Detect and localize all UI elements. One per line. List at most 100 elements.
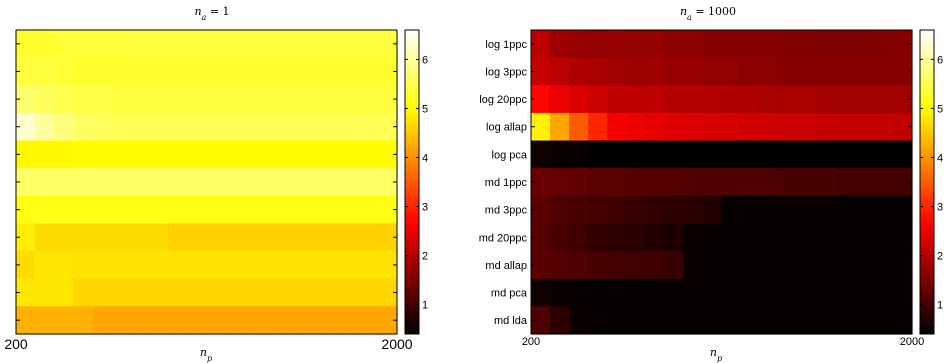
right-heatmap-cell bbox=[664, 168, 684, 197]
left-heatmap-cell bbox=[92, 223, 112, 252]
right-heatmap-cell bbox=[778, 57, 799, 86]
left-heatmap-cell bbox=[320, 223, 341, 252]
left-heatmap-cell bbox=[282, 223, 303, 252]
right-heatmap-cell bbox=[721, 112, 742, 142]
right-heatmap-cell bbox=[626, 251, 646, 280]
left-heatmap-cell bbox=[130, 112, 150, 142]
left-heatmap-cell bbox=[111, 140, 131, 169]
left-heatmap-cell bbox=[149, 251, 169, 280]
left-heatmap-cell bbox=[149, 140, 169, 169]
left-heatmap-cell bbox=[149, 30, 169, 59]
left-heatmap-cell bbox=[187, 85, 208, 114]
left-heatmap-cell bbox=[35, 251, 55, 280]
left-heatmap-cell bbox=[263, 57, 284, 86]
left-heatmap-cell bbox=[35, 306, 55, 335]
right-heatmap-cell bbox=[664, 112, 684, 142]
right-heatmap-cell bbox=[835, 30, 856, 59]
right-colorbar-tick-label: 2 bbox=[937, 251, 943, 263]
left-heatmap-cell bbox=[130, 140, 150, 169]
right-heatmap-cell bbox=[892, 278, 913, 307]
left-heatmap-cell bbox=[187, 251, 208, 280]
right-heatmap-cell bbox=[797, 306, 818, 335]
right-heatmap-cell bbox=[683, 306, 704, 335]
left-panel: na = 1 200 2000 np bbox=[4, 5, 412, 363]
left-heatmap-cell bbox=[377, 112, 398, 142]
right-heatmap-cell bbox=[550, 251, 570, 280]
right-heatmap-cell bbox=[569, 112, 589, 142]
right-heatmap-cell bbox=[702, 30, 723, 59]
right-heatmap-cell bbox=[664, 278, 684, 307]
right-heatmap-cell bbox=[816, 306, 837, 335]
left-heatmap-cell bbox=[339, 195, 360, 225]
left-heatmap-cell bbox=[339, 112, 360, 142]
left-heatmap-cell bbox=[187, 30, 208, 59]
left-heatmap-cell bbox=[244, 251, 265, 280]
left-heatmap-cell bbox=[320, 168, 341, 197]
right-x-tick-label-end: 2000 bbox=[900, 336, 924, 348]
left-heatmap-cell bbox=[206, 195, 227, 225]
left-heatmap-cell bbox=[16, 168, 36, 197]
right-heatmap-cell bbox=[778, 85, 799, 114]
left-heatmap-cell bbox=[301, 112, 322, 142]
right-heatmap-cell bbox=[873, 112, 894, 142]
left-heatmap-cell bbox=[16, 195, 36, 225]
left-heatmap-cell bbox=[54, 85, 74, 114]
right-heatmap-cell bbox=[702, 223, 723, 252]
left-colorbar-tick-label: 1 bbox=[422, 300, 428, 312]
right-row-label: md allap bbox=[485, 260, 527, 272]
right-colorbar-tick-label: 3 bbox=[937, 202, 943, 214]
left-heatmap-cell bbox=[301, 140, 322, 169]
right-heatmap-cell bbox=[569, 195, 589, 225]
left-heatmap-cell bbox=[73, 195, 93, 225]
right-heatmap-cell bbox=[531, 278, 551, 307]
right-heatmap-cell bbox=[892, 251, 913, 280]
right-heatmap-cell bbox=[588, 140, 608, 169]
right-heatmap-cell bbox=[816, 85, 837, 114]
left-heatmap-cell bbox=[35, 112, 55, 142]
right-heatmap-cell bbox=[892, 85, 913, 114]
left-heatmap-cell bbox=[339, 251, 360, 280]
right-heatmap-cell bbox=[664, 195, 684, 225]
left-heatmap-cell bbox=[301, 30, 322, 59]
right-heatmap-cell bbox=[797, 140, 818, 169]
right-heatmap-cell bbox=[778, 30, 799, 59]
right-heatmap-cell bbox=[626, 223, 646, 252]
right-heatmap-cell bbox=[531, 30, 551, 59]
left-heatmap-cell bbox=[358, 195, 379, 225]
left-heatmap-cell bbox=[92, 112, 112, 142]
right-heatmap-cell bbox=[778, 223, 799, 252]
left-heatmap-cell bbox=[168, 140, 189, 169]
left-heatmap-cell bbox=[73, 306, 93, 335]
left-heatmap-cell bbox=[263, 306, 284, 335]
left-heatmap-cell bbox=[111, 223, 131, 252]
right-heatmap-cell bbox=[664, 140, 684, 169]
right-row-label: log 3ppc bbox=[485, 66, 527, 78]
right-heatmap-cell bbox=[721, 223, 742, 252]
right-heatmap-cell bbox=[797, 112, 818, 142]
left-heatmap-cell bbox=[54, 140, 74, 169]
right-heatmap-cell bbox=[588, 85, 608, 114]
left-heatmap-cell bbox=[168, 251, 189, 280]
right-heatmap-cell bbox=[835, 251, 856, 280]
right-heatmap-cell bbox=[721, 57, 742, 86]
right-heatmap-cell bbox=[835, 306, 856, 335]
left-heatmap-cell bbox=[187, 223, 208, 252]
left-heatmap-cell bbox=[377, 223, 398, 252]
left-heatmap-cell bbox=[16, 85, 36, 114]
right-heatmap-cell bbox=[683, 168, 704, 197]
right-row-label: md pca bbox=[491, 288, 528, 300]
right-heatmap-cell bbox=[588, 168, 608, 197]
right-row-label: log 1ppc bbox=[485, 39, 527, 51]
left-heatmap-cell bbox=[301, 278, 322, 307]
right-heatmap-cell bbox=[759, 57, 780, 86]
left-heatmap-cell bbox=[130, 195, 150, 225]
right-heatmap-cell bbox=[702, 112, 723, 142]
left-heatmap-cell bbox=[130, 251, 150, 280]
right-row-label: md 20ppc bbox=[479, 232, 528, 244]
right-heatmap-cell bbox=[892, 168, 913, 197]
right-heatmap-cell bbox=[778, 306, 799, 335]
right-heatmap-cell bbox=[721, 195, 742, 225]
right-heatmap-cell bbox=[626, 140, 646, 169]
right-heatmap-cell bbox=[759, 195, 780, 225]
left-heatmap-cell bbox=[187, 278, 208, 307]
